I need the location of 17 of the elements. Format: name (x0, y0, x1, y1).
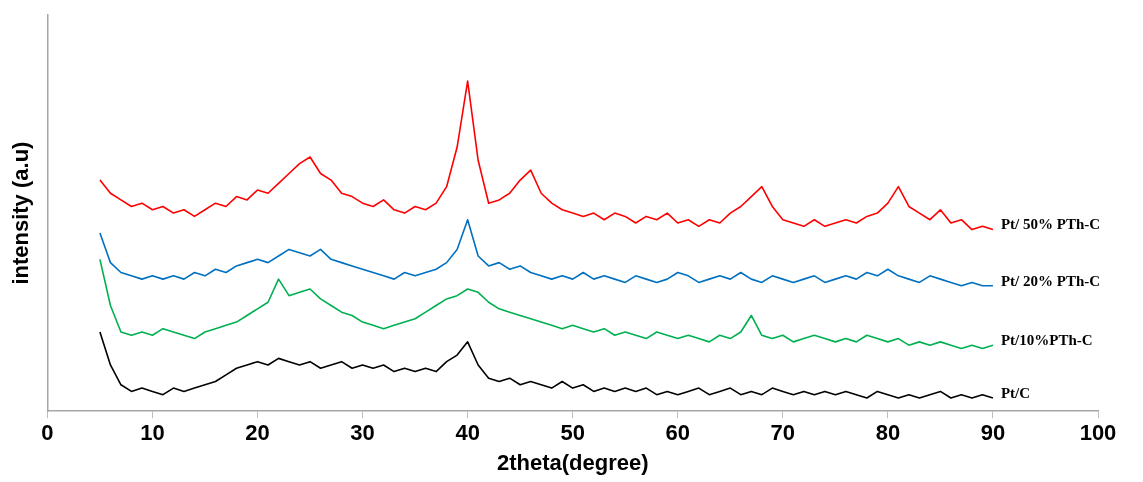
x-tick-label: 80 (875, 420, 901, 446)
series-label: Pt/ 20% PTh-C (1000, 272, 1101, 289)
series-label: Pt/C (1000, 384, 1031, 401)
x-tick-label: 10 (140, 420, 165, 446)
series-label: Pt/10%PTh-C (1000, 332, 1093, 349)
x-tick-label: 70 (770, 420, 796, 446)
y-axis-title: intensity (a.u) (8, 141, 34, 285)
x-tick-label: 100 (1079, 420, 1117, 446)
series-label: Pt/ 50% PTh-C (1000, 216, 1101, 233)
x-tick-label: 20 (245, 420, 270, 446)
x-tick-label: 90 (980, 420, 1006, 446)
x-tick-label: 40 (455, 420, 480, 446)
x-tick-label: 50 (560, 420, 585, 446)
x-tick-label: 30 (350, 420, 375, 446)
x-axis-title: 2theta(degree) (496, 449, 649, 475)
x-tick-label: 0 (41, 420, 54, 446)
x-tick-label: 60 (665, 420, 690, 446)
